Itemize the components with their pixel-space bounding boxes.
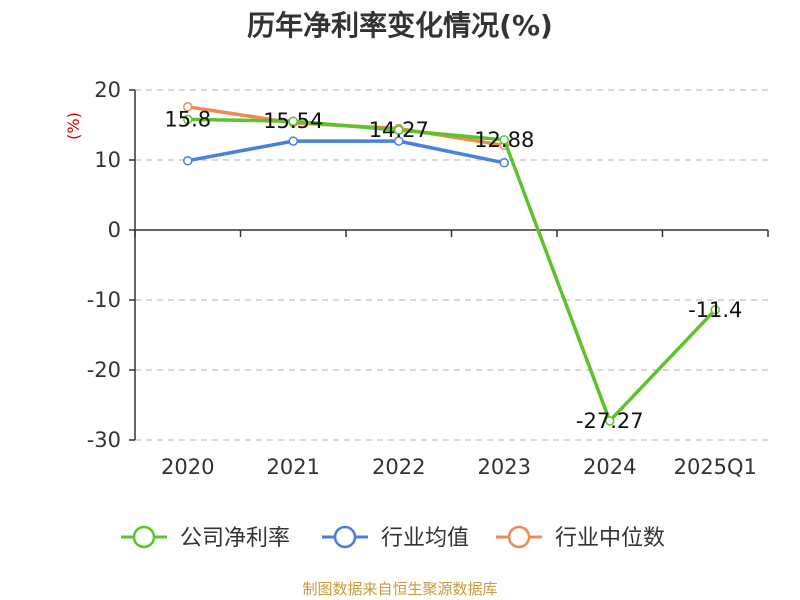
- series-point-0: [499, 135, 509, 145]
- data-label: 14.27: [369, 118, 429, 142]
- x-tick-label: 2020: [161, 455, 214, 479]
- series-point-1: [183, 155, 193, 166]
- series-line-1: [187, 139, 505, 165]
- legend-item-2[interactable]: 行业中位数: [496, 525, 665, 551]
- axis-layer: 20 10 0 -10 -20 -30 2020 2021 2022 2023 2024 2025Q1…: [64, 78, 769, 479]
- legend-circle-icon: [333, 525, 357, 549]
- x-tick-label: 2022: [372, 455, 425, 479]
- legend-label: 公司净利率: [180, 526, 290, 551]
- series-point-0: [710, 305, 720, 315]
- data-label: 15.8: [164, 107, 211, 131]
- series-point-0: [394, 125, 404, 135]
- y-tick-label: -10: [87, 288, 121, 312]
- data-label: 15.54: [263, 109, 323, 133]
- data-label-layer: 15.8 15.54 14.27 12.88 -27.27 -11.4: [164, 107, 742, 432]
- data-label: -11.4: [688, 298, 742, 322]
- series-layer: [183, 102, 720, 426]
- y-tick-label: -20: [87, 358, 121, 382]
- series-point-0: [183, 114, 193, 125]
- series-point-1: [499, 158, 509, 168]
- data-label: -27.27: [576, 409, 644, 433]
- legend-circle-icon: [132, 525, 156, 549]
- y-tick-label: 0: [108, 218, 121, 242]
- y-unit-label: (%): [64, 112, 83, 140]
- series-point-2: [183, 102, 193, 112]
- y-tick-label: 20: [94, 78, 121, 102]
- legend-label: 行业中位数: [555, 526, 665, 551]
- grid-layer: [135, 89, 768, 441]
- x-tick-label: 2023: [478, 455, 531, 479]
- x-tick-label: 2021: [267, 455, 320, 479]
- series-point-1: [394, 136, 404, 146]
- legend[interactable]: 公司净利率 行业均值 行业中位数: [121, 525, 665, 551]
- legend-circle-icon: [507, 525, 531, 549]
- series-line-0: [187, 117, 717, 423]
- chart-title: 历年净利率变化情况(%): [247, 9, 553, 42]
- series-point-1: [288, 136, 298, 146]
- legend-label: 行业均值: [381, 526, 469, 551]
- data-source-note: 制图数据来自恒生聚源数据库: [302, 580, 498, 598]
- series-point-0: [605, 416, 615, 426]
- y-tick-label: -30: [87, 428, 121, 452]
- data-label: 12.88: [474, 128, 534, 152]
- x-tick-label: 2024: [583, 455, 636, 479]
- legend-item-0[interactable]: 公司净利率: [121, 525, 290, 551]
- series-point-0: [288, 116, 298, 126]
- legend-item-1[interactable]: 行业均值: [322, 525, 469, 551]
- y-tick-label: 10: [94, 148, 121, 172]
- x-tick-label: 2025Q1: [674, 455, 757, 479]
